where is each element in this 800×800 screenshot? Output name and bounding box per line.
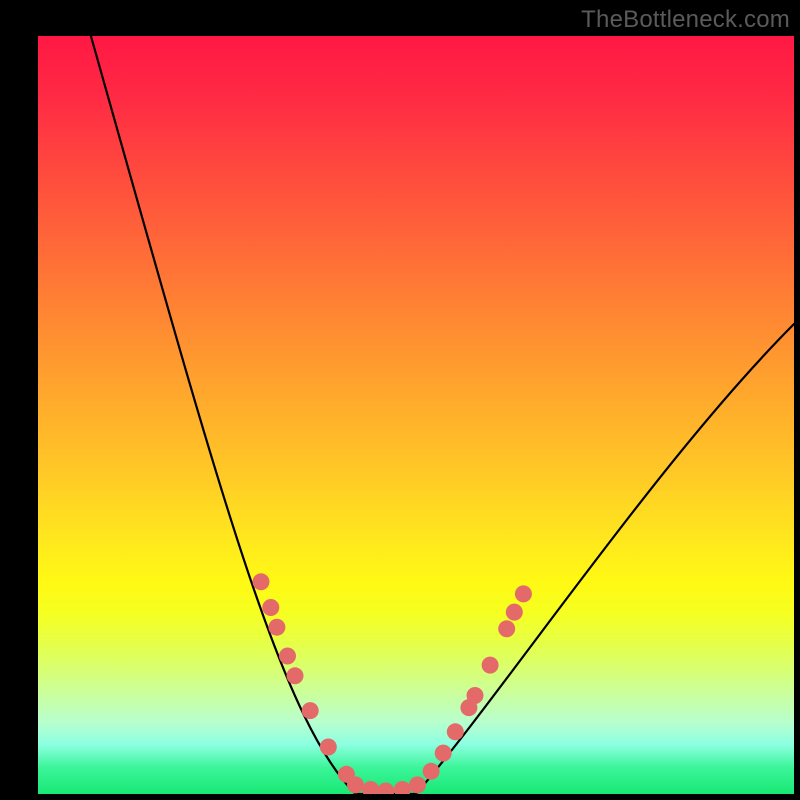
data-point-13 [423, 763, 440, 780]
data-point-5 [302, 702, 319, 719]
watermark-label: TheBottleneck.com [581, 6, 790, 34]
data-point-3 [279, 648, 296, 665]
data-point-12 [409, 776, 426, 793]
plot-background-gradient [38, 36, 794, 794]
chart-stage: TheBottleneck.com [0, 0, 800, 800]
data-point-2 [268, 619, 285, 636]
data-point-21 [515, 585, 532, 602]
data-point-6 [320, 739, 337, 756]
data-point-18 [482, 657, 499, 674]
data-point-15 [447, 723, 464, 740]
data-point-14 [435, 745, 452, 762]
data-point-8 [347, 776, 364, 793]
data-point-20 [506, 604, 523, 621]
data-point-4 [287, 667, 304, 684]
data-point-0 [253, 573, 270, 590]
data-point-1 [262, 599, 279, 616]
data-point-17 [467, 687, 484, 704]
bottleneck-chart [0, 0, 800, 800]
data-point-19 [498, 620, 515, 637]
